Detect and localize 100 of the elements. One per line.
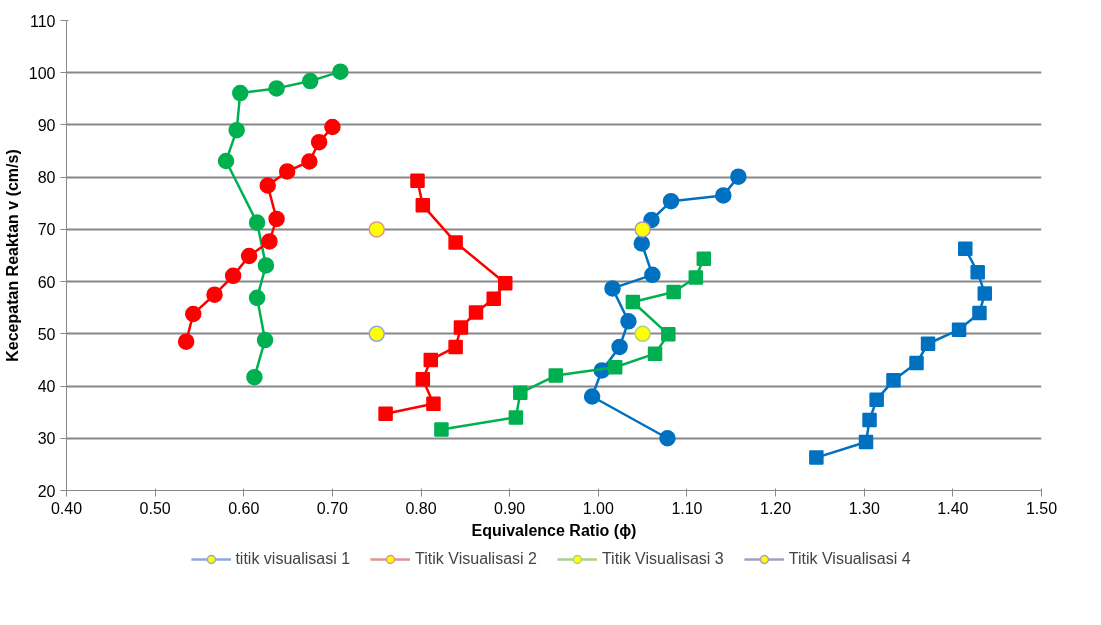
x-axis-title: Equivalence Ratio (ϕ): [471, 521, 637, 539]
x-tick-label: 0.70: [316, 499, 349, 517]
point: [858, 434, 874, 450]
point: [231, 84, 249, 102]
point: [634, 221, 651, 238]
point: [634, 325, 651, 343]
x-tick-label: 1.50: [1025, 499, 1058, 517]
point: [661, 327, 676, 342]
point: [662, 192, 680, 210]
y-tick-label: 80: [37, 169, 56, 187]
point: [468, 305, 484, 320]
legend-label: Titik Visualisasi 2: [415, 550, 537, 568]
point: [301, 153, 318, 170]
point: [246, 368, 263, 386]
point: [453, 320, 469, 335]
x-tick-label: 1.40: [937, 499, 969, 517]
point: [410, 173, 425, 189]
y-tick-label: 40: [37, 378, 56, 396]
point: [415, 372, 431, 387]
point: [448, 339, 463, 355]
point: [498, 275, 513, 291]
point: [228, 121, 245, 139]
point: [611, 338, 628, 356]
point: [177, 333, 195, 350]
point: [268, 80, 285, 97]
point: [620, 313, 637, 330]
point: [240, 247, 258, 265]
point: [248, 289, 266, 307]
x-tick-label: 1.30: [848, 499, 880, 517]
x-tick-label: 1.20: [760, 499, 792, 517]
point: [886, 373, 901, 388]
y-tick-label: 70: [37, 221, 56, 239]
point: [426, 396, 441, 412]
point: [217, 152, 235, 170]
point: [647, 346, 663, 361]
legend-label: Titik Visualisasi 4: [788, 550, 911, 568]
point: [378, 406, 393, 421]
point: [548, 368, 564, 383]
point: [970, 264, 985, 280]
point: [268, 210, 285, 228]
x-tick-label: 0.50: [139, 499, 171, 517]
y-tick-label: 90: [37, 116, 56, 134]
point: [696, 251, 712, 266]
x-tick-label: 0.60: [228, 499, 260, 517]
point: [261, 233, 278, 250]
point: [909, 355, 924, 371]
legend-label: titik visualisasi 1: [235, 550, 351, 568]
point: [278, 163, 296, 180]
point: [206, 286, 223, 303]
point: [583, 388, 601, 405]
y-tick-label: 110: [29, 12, 56, 30]
point: [688, 270, 704, 285]
point: [259, 177, 276, 194]
x-tick-label: 0.80: [405, 499, 437, 517]
point: [368, 325, 385, 343]
point: [633, 235, 650, 252]
point: [809, 450, 824, 465]
point: [415, 198, 431, 213]
point: [625, 294, 641, 310]
point: [423, 352, 439, 368]
point: [486, 291, 501, 307]
point: [368, 221, 385, 238]
point: [862, 412, 877, 428]
point: [730, 168, 747, 185]
point: [224, 267, 242, 285]
point: [257, 257, 275, 274]
point: [869, 392, 884, 407]
y-tick-label: 30: [37, 430, 56, 448]
point: [659, 430, 676, 447]
point: [604, 280, 621, 297]
point: [666, 284, 681, 300]
x-tick-label: 1.00: [582, 499, 614, 517]
x-tick-label: 0.40: [50, 499, 83, 517]
point: [644, 266, 661, 284]
x-tick-label: 1.10: [671, 499, 703, 517]
point: [513, 385, 528, 401]
point: [607, 360, 623, 375]
point: [958, 241, 973, 256]
point: [508, 410, 524, 425]
point: [977, 286, 993, 301]
point: [972, 305, 987, 321]
point: [302, 72, 319, 90]
y-tick-label: 60: [37, 273, 56, 291]
point: [920, 336, 936, 352]
point: [448, 235, 463, 250]
x-tick-label: 0.90: [494, 499, 526, 517]
point: [324, 118, 341, 136]
point: [185, 305, 202, 323]
point: [310, 133, 328, 151]
point: [248, 214, 266, 231]
legend-label: Titik Visualisasi 3: [601, 550, 724, 568]
point: [256, 331, 274, 349]
y-tick-label: 100: [28, 64, 56, 82]
point: [715, 187, 732, 204]
y-tick-label: 50: [37, 325, 56, 343]
y-tick-label: 20: [37, 482, 56, 500]
point: [434, 422, 449, 437]
point: [951, 322, 967, 337]
point: [332, 63, 349, 80]
y-axis-title: Kecepatan Reaktan v (cm/s): [3, 149, 21, 362]
